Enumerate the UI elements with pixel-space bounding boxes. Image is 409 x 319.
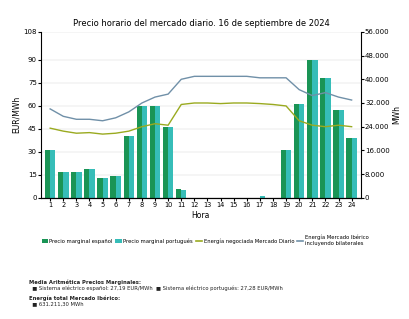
- Energía Mercado Ibérico
incluyendo bilaterales: [113, 116, 118, 120]
- Energía negociada Mercado Diario: [296, 119, 301, 123]
- Energía Mercado Ibérico
incluyendo bilaterales: [231, 74, 236, 78]
- Energía negociada Mercado Diario: [100, 132, 105, 136]
- Energía Mercado Ibérico
incluyendo bilaterales: [270, 76, 275, 80]
- Energía negociada Mercado Diario: [204, 101, 209, 105]
- Energía negociada Mercado Diario: [231, 101, 236, 105]
- Energía negociada Mercado Diario: [126, 129, 131, 133]
- Energía Mercado Ibérico
incluyendo bilaterales: [283, 76, 288, 80]
- Title: Precio horario del mercado diario. 16 de septiembre de 2024: Precio horario del mercado diario. 16 de…: [72, 19, 328, 28]
- Text: Energía total Mercado Ibérico:: Energía total Mercado Ibérico:: [29, 295, 119, 300]
- Bar: [110, 176, 115, 198]
- Energía Mercado Ibérico
incluyendo bilaterales: [322, 91, 327, 94]
- Energía Mercado Ibérico
incluyendo bilaterales: [47, 107, 52, 111]
- Bar: [280, 150, 285, 198]
- Bar: [142, 106, 147, 198]
- Legend: Precio marginal español, Precio marginal portugués, Energía negociada Mercado Di: Precio marginal español, Precio marginal…: [41, 235, 368, 246]
- Bar: [346, 138, 351, 198]
- Bar: [319, 78, 325, 198]
- Bar: [84, 169, 89, 198]
- Bar: [181, 190, 186, 198]
- Energía Mercado Ibérico
incluyendo bilaterales: [126, 110, 131, 114]
- Energía Mercado Ibérico
incluyendo bilaterales: [61, 115, 65, 118]
- Energía Mercado Ibérico
incluyendo bilaterales: [100, 119, 105, 123]
- Bar: [299, 104, 304, 198]
- Energía Mercado Ibérico
incluyendo bilaterales: [165, 92, 170, 96]
- Bar: [102, 178, 108, 198]
- Y-axis label: MWh: MWh: [391, 105, 400, 124]
- Bar: [45, 150, 50, 198]
- Energía negociada Mercado Diario: [74, 131, 79, 135]
- Energía negociada Mercado Diario: [218, 102, 222, 106]
- Energía Mercado Ibérico
incluyendo bilaterales: [191, 74, 196, 78]
- Text: Media Aritmética Precios Marginales:: Media Aritmética Precios Marginales:: [29, 279, 140, 285]
- Bar: [333, 110, 338, 198]
- Energía negociada Mercado Diario: [191, 101, 196, 105]
- Energía Mercado Ibérico
incluyendo bilaterales: [178, 78, 183, 81]
- Energía Mercado Ibérico
incluyendo bilaterales: [139, 101, 144, 105]
- Bar: [306, 60, 312, 198]
- Bar: [136, 106, 142, 198]
- Bar: [175, 189, 181, 198]
- Bar: [293, 104, 299, 198]
- Bar: [97, 178, 102, 198]
- Bar: [285, 150, 291, 198]
- Bar: [149, 106, 155, 198]
- Bar: [128, 136, 134, 198]
- Bar: [312, 60, 317, 198]
- Bar: [351, 138, 356, 198]
- Text: ■ 631.211,30 MWh: ■ 631.211,30 MWh: [29, 301, 83, 307]
- Energía Mercado Ibérico
incluyendo bilaterales: [244, 74, 249, 78]
- Energía Mercado Ibérico
incluyendo bilaterales: [152, 95, 157, 99]
- Energía negociada Mercado Diario: [152, 122, 157, 126]
- Energía negociada Mercado Diario: [348, 125, 353, 129]
- Text: ■ Sistema eléctrico español: 27,19 EUR/MWh  ■ Sistema eléctrico portugués: 27,28: ■ Sistema eléctrico español: 27,19 EUR/M…: [29, 286, 282, 291]
- Bar: [162, 127, 168, 198]
- Energía Mercado Ibérico
incluyendo bilaterales: [204, 74, 209, 78]
- Energía negociada Mercado Diario: [165, 123, 170, 127]
- Bar: [259, 196, 265, 198]
- Line: Energía negociada Mercado Diario: Energía negociada Mercado Diario: [50, 103, 351, 134]
- Energía negociada Mercado Diario: [178, 102, 183, 106]
- Energía negociada Mercado Diario: [87, 131, 92, 135]
- Bar: [50, 150, 55, 198]
- Energía Mercado Ibérico
incluyendo bilaterales: [74, 117, 79, 121]
- Energía negociada Mercado Diario: [113, 131, 118, 135]
- Bar: [168, 127, 173, 198]
- Energía negociada Mercado Diario: [283, 104, 288, 108]
- Bar: [115, 176, 121, 198]
- Energía negociada Mercado Diario: [322, 125, 327, 129]
- Bar: [89, 169, 94, 198]
- Energía negociada Mercado Diario: [270, 102, 275, 106]
- Bar: [338, 110, 343, 198]
- Energía negociada Mercado Diario: [257, 102, 262, 106]
- X-axis label: Hora: Hora: [191, 211, 209, 220]
- Line: Energía Mercado Ibérico
incluyendo bilaterales: Energía Mercado Ibérico incluyendo bilat…: [50, 76, 351, 121]
- Energía Mercado Ibérico
incluyendo bilaterales: [348, 98, 353, 102]
- Energía negociada Mercado Diario: [335, 123, 340, 127]
- Bar: [155, 106, 160, 198]
- Y-axis label: EUR/MWh: EUR/MWh: [11, 96, 20, 133]
- Bar: [123, 136, 128, 198]
- Energía Mercado Ibérico
incluyendo bilaterales: [335, 95, 340, 99]
- Energía Mercado Ibérico
incluyendo bilaterales: [257, 76, 262, 80]
- Bar: [76, 172, 81, 198]
- Bar: [71, 172, 76, 198]
- Energía negociada Mercado Diario: [47, 126, 52, 130]
- Bar: [325, 78, 330, 198]
- Energía negociada Mercado Diario: [61, 129, 65, 133]
- Energía Mercado Ibérico
incluyendo bilaterales: [87, 117, 92, 121]
- Energía Mercado Ibérico
incluyendo bilaterales: [309, 94, 314, 98]
- Energía Mercado Ibérico
incluyendo bilaterales: [218, 74, 222, 78]
- Energía negociada Mercado Diario: [244, 101, 249, 105]
- Energía Mercado Ibérico
incluyendo bilaterales: [296, 88, 301, 92]
- Bar: [58, 172, 63, 198]
- Bar: [63, 172, 68, 198]
- Energía negociada Mercado Diario: [309, 123, 314, 127]
- Energía negociada Mercado Diario: [139, 125, 144, 129]
